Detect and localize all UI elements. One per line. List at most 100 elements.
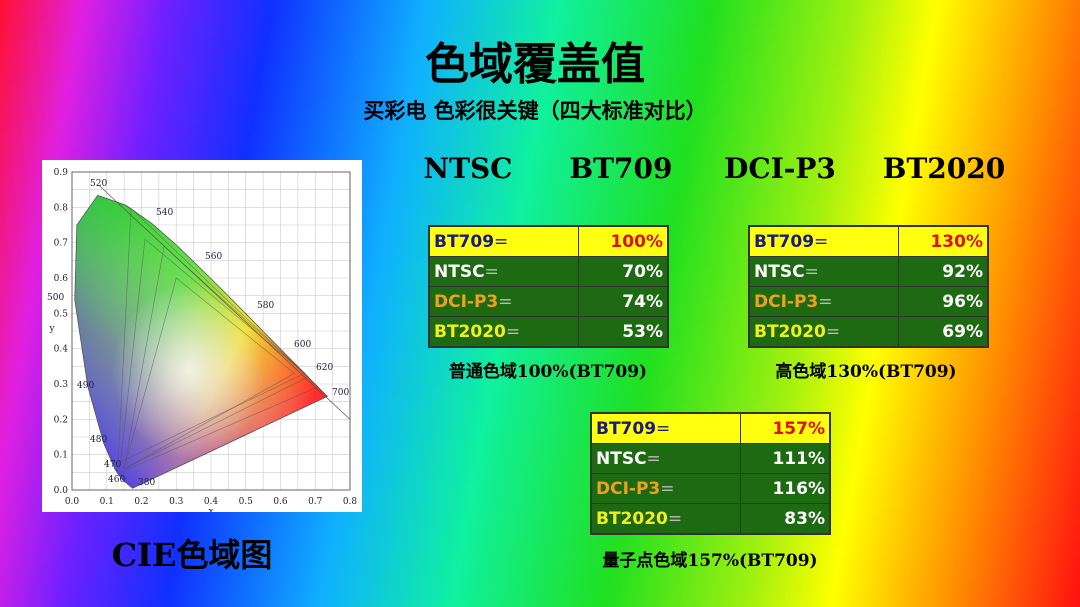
x-tick-label: 0.8 bbox=[343, 497, 358, 507]
row-value: 69% bbox=[898, 316, 989, 348]
x-tick-label: 0.2 bbox=[134, 497, 148, 507]
row-label: BT2020 bbox=[434, 321, 506, 342]
table-caption: 量子点色域157%(BT709) bbox=[602, 551, 818, 571]
row-value: 74% bbox=[578, 286, 669, 317]
y-tick-label: 0.5 bbox=[54, 309, 69, 319]
row-label-cell: BT709= bbox=[748, 225, 899, 257]
row-value: 92% bbox=[898, 256, 989, 287]
row-label-cell: DCI-P3= bbox=[748, 286, 899, 317]
cie-caption: CIE色域图 bbox=[111, 536, 273, 574]
table-row: BT2020= 83% bbox=[590, 503, 831, 535]
table-row: BT709= 157% bbox=[590, 412, 831, 444]
y-tick-label: 0.0 bbox=[54, 486, 69, 496]
title: 色域覆盖值 bbox=[425, 39, 645, 90]
subtitle: 买彩电 色彩很关键（四大标准对比） bbox=[363, 99, 707, 123]
x-tick-label: 0.6 bbox=[273, 497, 288, 507]
data-table: BT709= 100% NTSC= 70% DCI-P3= 74% BT2020= 53% bbox=[428, 225, 669, 348]
row-sign: = bbox=[825, 321, 841, 342]
row-label-cell: NTSC= bbox=[748, 256, 899, 287]
row-label-cell: BT709= bbox=[428, 225, 579, 257]
row-label-cell: DCI-P3= bbox=[590, 473, 741, 504]
standard-label: BT2020 bbox=[882, 152, 1006, 185]
y-tick-label: 0.8 bbox=[54, 203, 69, 213]
table-row: BT2020= 69% bbox=[748, 316, 989, 348]
wavelength-label: 500 bbox=[47, 293, 64, 303]
row-label: DCI-P3 bbox=[596, 478, 661, 499]
wavelength-label: 620 bbox=[316, 363, 333, 373]
row-value: 111% bbox=[740, 443, 831, 474]
wavelength-label: 580 bbox=[257, 301, 274, 311]
table-row: NTSC= 92% bbox=[748, 256, 989, 287]
row-value: 157% bbox=[740, 412, 831, 444]
row-sign: = bbox=[660, 478, 675, 499]
x-tick-label: 0.7 bbox=[308, 497, 323, 507]
table-caption: 普通色域100%(BT709) bbox=[448, 362, 648, 382]
row-label: BT2020 bbox=[754, 321, 826, 342]
row-sign: = bbox=[494, 231, 509, 252]
spectral-locus bbox=[74, 194, 329, 489]
standard-label: BT709 bbox=[569, 152, 673, 185]
standard-label: DCI-P3 bbox=[724, 152, 836, 185]
y-tick-label: 0.2 bbox=[54, 415, 68, 425]
table-row: DCI-P3= 116% bbox=[590, 473, 831, 504]
wavelength-label: 600 bbox=[294, 340, 311, 350]
cie-panel: 0.0 0.1 0.2 0.3 0.4 0.5 0.6 0.7 0.8 0.0 0.1 0.2 0.3 0… bbox=[42, 160, 362, 517]
table-caption: 高色域130%(BT709) bbox=[775, 362, 957, 382]
row-label-cell: DCI-P3= bbox=[428, 286, 579, 317]
table-row: BT709= 100% bbox=[428, 225, 669, 257]
data-table: BT709= 130% NTSC= 92% DCI-P3= 96% BT2020= 69% bbox=[748, 225, 989, 348]
table-row: DCI-P3= 74% bbox=[428, 286, 669, 317]
gamut-fill bbox=[74, 195, 328, 489]
row-sign: = bbox=[814, 231, 829, 252]
x-tick-label: 0.0 bbox=[65, 497, 80, 507]
table-row: NTSC= 70% bbox=[428, 256, 669, 287]
wavelength-label: 520 bbox=[90, 179, 107, 189]
row-label-cell: NTSC= bbox=[428, 256, 579, 287]
y-tick-label: 0.1 bbox=[54, 451, 68, 461]
table-row: BT709= 130% bbox=[748, 225, 989, 257]
row-sign: = bbox=[818, 291, 833, 312]
wavelength-label: 540 bbox=[156, 208, 173, 218]
row-value: 96% bbox=[898, 286, 989, 317]
row-value: 116% bbox=[740, 473, 831, 504]
row-label: BT709 bbox=[754, 231, 815, 252]
x-tick-label: 0.1 bbox=[100, 497, 114, 507]
standard-label: NTSC bbox=[423, 152, 513, 185]
wavelength-label: 490 bbox=[77, 381, 94, 391]
row-value: 100% bbox=[578, 225, 669, 257]
gamut-triangle bbox=[123, 245, 309, 470]
cie-diagram: 0.0 0.1 0.2 0.3 0.4 0.5 0.6 0.7 0.8 0.0 0.1 0.2 0.3 0… bbox=[47, 168, 358, 517]
row-sign: = bbox=[667, 508, 683, 529]
row-value: 130% bbox=[898, 225, 989, 257]
row-sign: = bbox=[646, 448, 661, 469]
row-value: 83% bbox=[740, 503, 831, 535]
row-label-cell: NTSC= bbox=[590, 443, 741, 474]
gamut-triangle bbox=[117, 207, 319, 475]
row-label: BT709 bbox=[434, 231, 495, 252]
row-value: 70% bbox=[578, 256, 669, 287]
gamut-triangle bbox=[123, 277, 296, 470]
row-sign: = bbox=[498, 291, 513, 312]
row-label: BT2020 bbox=[596, 508, 668, 529]
y-axis-label: y bbox=[48, 324, 55, 334]
y-tick-label: 0.3 bbox=[54, 380, 69, 390]
data-table: BT709= 157% NTSC= 111% DCI-P3= 116% BT2020= 83% bbox=[590, 412, 831, 535]
row-sign: = bbox=[804, 261, 819, 282]
wavelength-label: 560 bbox=[205, 252, 222, 262]
y-tick-label: 0.7 bbox=[54, 239, 69, 249]
table-row: NTSC= 111% bbox=[590, 443, 831, 474]
diagonal bbox=[99, 185, 351, 420]
row-value: 53% bbox=[578, 316, 669, 348]
row-sign: = bbox=[656, 418, 671, 439]
row-label-cell: BT2020= bbox=[428, 316, 579, 348]
row-label: NTSC bbox=[434, 261, 485, 282]
x-axis-label: x bbox=[208, 507, 213, 512]
row-label: NTSC bbox=[754, 261, 805, 282]
x-tick-label: 0.3 bbox=[169, 497, 184, 507]
row-label-cell: BT2020= bbox=[590, 503, 741, 535]
row-label: NTSC bbox=[596, 448, 647, 469]
table-row: DCI-P3= 96% bbox=[748, 286, 989, 317]
row-sign: = bbox=[505, 321, 521, 342]
plot-frame bbox=[71, 171, 351, 491]
